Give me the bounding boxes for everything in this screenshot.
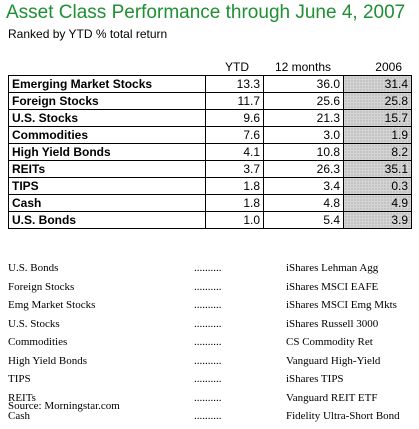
fund-leader-dots: ..........: [194, 280, 222, 293]
2006-value: 25.8: [343, 92, 412, 110]
fund-leader-dots: ..........: [194, 299, 222, 311]
asset-class-name: REITs: [8, 160, 206, 178]
12-month-value: 3.4: [263, 177, 344, 195]
fund-asset-class: TIPS: [8, 373, 31, 385]
table-row: Emerging Market Stocks 13.3 36.0 31.4: [8, 75, 412, 93]
fund-name: iShares MSCI Emg Mkts: [286, 299, 397, 311]
ytd-value: 11.7: [205, 92, 264, 110]
fund-leader-dots: ..........: [194, 262, 222, 274]
performance-table: Emerging Market Stocks 13.3 36.0 31.4 Fo…: [8, 75, 412, 229]
2006-value: 4.9: [343, 194, 412, 212]
fund-name: iShares MSCI EAFE: [286, 280, 379, 293]
ytd-value: 1.8: [205, 194, 264, 212]
ytd-value: 13.3: [205, 75, 264, 93]
fund-leader-dots: ..........: [194, 336, 222, 348]
12-month-value: 3.0: [263, 126, 344, 144]
table-row: Foreign Stocks 11.7 25.6 25.8: [8, 92, 412, 110]
asset-class-name: Foreign Stocks: [8, 92, 206, 110]
ytd-value: 7.6: [205, 126, 264, 144]
fund-asset-class: Commodities: [8, 336, 68, 348]
column-header-ytd: YTD: [225, 60, 249, 74]
fund-name: CS Commodity Ret: [286, 336, 373, 348]
asset-class-name: Commodities: [8, 126, 206, 144]
asset-class-name: High Yield Bonds: [8, 143, 206, 161]
asset-class-name: Emerging Market Stocks: [8, 75, 206, 93]
2006-value: 1.9: [343, 126, 412, 144]
table-row: Commodities 7.6 3.0 1.9: [8, 126, 412, 144]
table-row: REITs 3.7 26.3 35.1: [8, 160, 412, 178]
fund-asset-class: Foreign Stocks: [8, 280, 75, 293]
fund-leader-dots: ..........: [194, 391, 222, 404]
fund-asset-class: High Yield Bonds: [8, 354, 88, 367]
fund-name: Fidelity Ultra-Short Bond: [286, 410, 400, 422]
table-row: High Yield Bonds 4.1 10.8 8.2: [8, 143, 412, 161]
column-header-2006: 2006: [375, 60, 402, 74]
fund-asset-class: U.S. Bonds: [8, 262, 59, 274]
ytd-value: 1.0: [205, 211, 264, 229]
2006-value: 8.2: [343, 143, 412, 161]
fund-name: iShares Lehman Agg: [286, 262, 379, 274]
fund-asset-class: U.S. Stocks: [8, 317, 60, 330]
fund-name: iShares TIPS: [286, 373, 344, 385]
12-month-value: 26.3: [263, 160, 344, 178]
fund-leader-dots: ..........: [194, 317, 222, 330]
asset-class-name: Cash: [8, 194, 206, 212]
asset-class-name: TIPS: [8, 177, 206, 195]
2006-value: 35.1: [343, 160, 412, 178]
page-subtitle: Ranked by YTD % total return: [8, 27, 168, 41]
2006-value: 3.9: [343, 211, 412, 229]
2006-value: 0.3: [343, 177, 412, 195]
source-note: Source: Morningstar.com: [8, 400, 120, 412]
fund-name: iShares Russell 3000: [286, 317, 379, 330]
ytd-value: 4.1: [205, 143, 264, 161]
column-header-12-months: 12 months: [274, 60, 331, 74]
fund-leader-dots: ..........: [194, 410, 222, 422]
fund-asset-class: REITs: [8, 391, 36, 404]
ytd-value: 1.8: [205, 177, 264, 195]
fund-name: Vanguard High-Yield: [286, 354, 381, 367]
table-row: U.S. Bonds 1.0 5.4 3.9: [8, 211, 412, 229]
2006-value: 31.4: [343, 75, 412, 93]
12-month-value: 5.4: [263, 211, 344, 229]
table-row: TIPS 1.8 3.4 0.3: [8, 177, 412, 195]
2006-value: 15.7: [343, 109, 412, 127]
12-month-value: 36.0: [263, 75, 344, 93]
12-month-value: 21.3: [263, 109, 344, 127]
fund-name: Vanguard REIT ETF: [286, 391, 378, 404]
asset-class-name: U.S. Bonds: [8, 211, 206, 229]
asset-class-name: U.S. Stocks: [8, 109, 206, 127]
table-row: Cash 1.8 4.8 4.9: [8, 194, 412, 212]
page-title: Asset Class Performance through June 4, …: [6, 2, 406, 23]
fund-leader-dots: ..........: [194, 354, 222, 367]
fund-leader-dots: ..........: [194, 373, 222, 385]
table-row: U.S. Stocks 9.6 21.3 15.7: [8, 109, 412, 127]
fund-asset-class: Emg Market Stocks: [8, 299, 96, 311]
12-month-value: 10.8: [263, 143, 344, 161]
12-month-value: 25.6: [263, 92, 344, 110]
ytd-value: 3.7: [205, 160, 264, 178]
ytd-value: 9.6: [205, 109, 264, 127]
12-month-value: 4.8: [263, 194, 344, 212]
